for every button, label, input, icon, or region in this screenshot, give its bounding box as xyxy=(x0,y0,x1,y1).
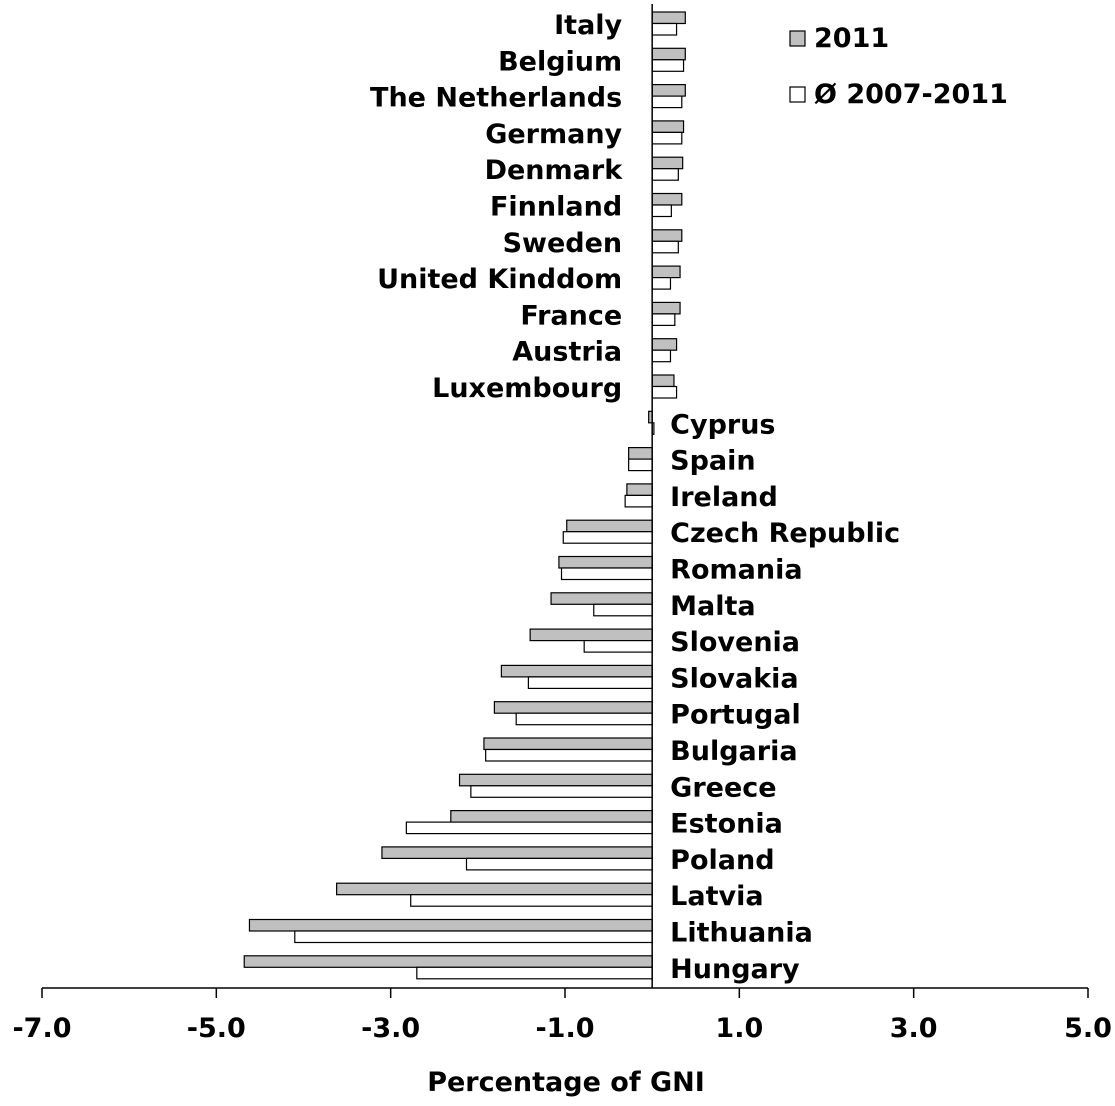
bar-avg-2007-2011-romania xyxy=(560,567,653,581)
bar-avg-2007-2011-spain xyxy=(628,458,653,472)
bar-avg-2007-2011-united-kinddom xyxy=(651,277,672,290)
category-label: Romania xyxy=(670,555,802,586)
bar-2011-sweden xyxy=(651,229,683,242)
legend-swatch xyxy=(789,86,806,103)
category-label: Finnland xyxy=(490,192,622,223)
bar-2011-latvia xyxy=(336,882,653,896)
bar-2011-romania xyxy=(558,555,653,569)
category-label: Germany xyxy=(485,119,622,150)
category-label: Cyprus xyxy=(670,409,775,440)
bar-avg-2007-2011-germany xyxy=(651,131,683,145)
category-label: Austria xyxy=(512,337,622,368)
category-label: Hungary xyxy=(670,954,800,985)
bar-2011-slovenia xyxy=(529,628,653,642)
category-label: Slovakia xyxy=(670,663,799,694)
x-tick-label: 3.0 xyxy=(890,1013,938,1044)
bar-2011-the-netherlands xyxy=(651,83,686,97)
bar-avg-2007-2011-latvia xyxy=(410,894,653,907)
category-label: Portugal xyxy=(670,700,801,731)
bar-2011-austria xyxy=(651,338,678,351)
bar-avg-2007-2011-greece xyxy=(470,785,653,798)
bar-2011-italy xyxy=(651,11,686,25)
legend-swatch xyxy=(789,30,806,47)
bar-2011-belgium xyxy=(651,47,686,61)
bar-avg-2007-2011-portugal xyxy=(515,712,653,726)
category-label: Slovenia xyxy=(670,627,800,658)
bar-avg-2007-2011-belgium xyxy=(651,59,685,72)
bar-2011-czech-republic xyxy=(566,519,653,533)
category-label: Greece xyxy=(670,772,776,803)
bar-avg-2007-2011-slovakia xyxy=(527,676,653,690)
x-axis: -7.0 -5.0 -3.0 -1.0 1.0 3.0 5.0 xyxy=(12,4,1112,1044)
bar-avg-2007-2011-czech-republic xyxy=(562,531,653,544)
legend: 2011 Ø 2007-2011 xyxy=(789,23,1008,110)
bar-2011-luxembourg xyxy=(651,374,675,388)
bar-avg-2007-2011-finnland xyxy=(651,204,672,218)
x-tick-label: 1.0 xyxy=(715,1013,763,1044)
category-label: Malta xyxy=(670,591,755,622)
category-label: Lithuania xyxy=(670,918,813,949)
bar-avg-2007-2011-france xyxy=(651,313,676,326)
category-label: Ireland xyxy=(670,482,778,513)
x-tick-label: -5.0 xyxy=(187,1013,246,1044)
category-label: Poland xyxy=(670,845,774,876)
category-label: Denmark xyxy=(485,155,624,186)
bar-2011-malta xyxy=(550,592,653,605)
category-label: The Netherlands xyxy=(370,83,622,114)
category-label: Belgium xyxy=(498,46,622,77)
bar-2011-poland xyxy=(381,846,653,860)
bar-avg-2007-2011-hungary xyxy=(416,966,653,980)
x-tick-label: -1.0 xyxy=(535,1013,594,1044)
bar-2011-germany xyxy=(651,120,685,134)
bar-avg-2007-2011-denmark xyxy=(651,168,679,181)
bar-avg-2007-2011-the-netherlands xyxy=(651,95,683,109)
category-labels-layer: Italy Belgium The Netherlands Germany Denmar… xyxy=(370,10,900,985)
category-label: Latvia xyxy=(670,881,763,912)
bar-2011-portugal xyxy=(493,701,653,714)
bar-2011-finnland xyxy=(651,192,683,206)
bar-avg-2007-2011-estonia xyxy=(405,821,653,835)
bar-avg-2007-2011-bulgaria xyxy=(485,748,653,762)
bar-2011-greece xyxy=(458,773,653,787)
category-label: Sweden xyxy=(503,228,623,259)
bar-avg-2007-2011-slovenia xyxy=(583,639,653,653)
bar-avg-2007-2011-austria xyxy=(651,349,672,363)
bar-2011-united-kinddom xyxy=(651,265,681,279)
category-label: Estonia xyxy=(670,809,783,840)
bar-2011-lithuania xyxy=(248,918,653,932)
bar-2011-france xyxy=(651,301,681,315)
category-label: United Kinddom xyxy=(377,264,622,295)
bar-avg-2007-2011-poland xyxy=(465,857,653,871)
category-label: France xyxy=(520,300,622,331)
x-tick-label: 5.0 xyxy=(1064,1013,1112,1044)
bars-layer xyxy=(243,11,686,980)
bar-avg-2007-2011-sweden xyxy=(651,240,679,254)
x-tick-label: -7.0 xyxy=(12,1013,71,1044)
category-label: Spain xyxy=(670,446,755,477)
bar-2011-bulgaria xyxy=(483,737,653,751)
bar-avg-2007-2011-lithuania xyxy=(294,930,653,944)
bar-avg-2007-2011-luxembourg xyxy=(651,385,678,399)
category-label: Italy xyxy=(554,10,622,41)
category-label: Luxembourg xyxy=(432,373,622,404)
legend-label: Ø 2007-2011 xyxy=(814,79,1008,110)
bar-2011-slovakia xyxy=(500,664,653,678)
bar-avg-2007-2011-malta xyxy=(593,603,653,617)
bar-2011-denmark xyxy=(651,156,684,170)
category-label: Czech Republic xyxy=(670,518,900,549)
bar-avg-2007-2011-italy xyxy=(651,22,678,36)
bar-2011-hungary xyxy=(243,955,653,968)
bar-2011-estonia xyxy=(450,809,653,823)
legend-label: 2011 xyxy=(814,23,889,54)
x-axis-title: Percentage of GNI xyxy=(427,1067,705,1098)
bar-2011-ireland xyxy=(626,483,653,496)
bar-avg-2007-2011-ireland xyxy=(624,494,653,508)
category-label: Bulgaria xyxy=(670,736,797,767)
x-tick-label: -3.0 xyxy=(361,1013,420,1044)
bar-2011-spain xyxy=(628,447,653,460)
